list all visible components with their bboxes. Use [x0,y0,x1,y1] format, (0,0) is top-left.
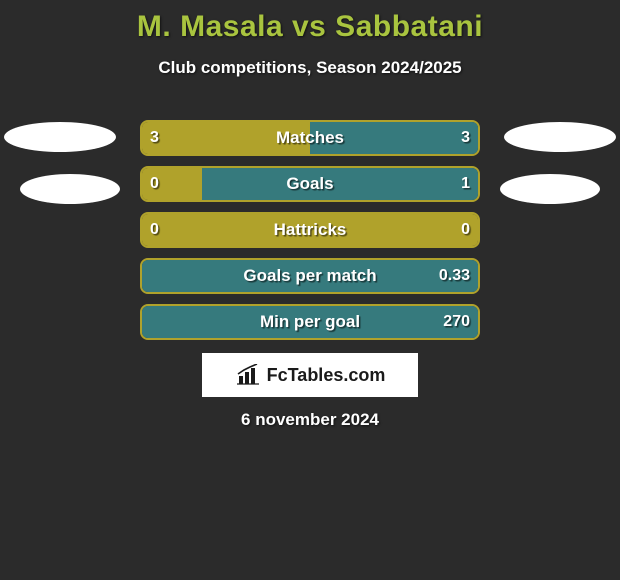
stat-value-right: 1 [461,168,470,200]
brand-chart-icon [235,364,263,386]
avatar-ellipse [4,122,116,152]
stat-bar-track: 0.33Goals per match [140,258,480,294]
stat-bar-track: 270Min per goal [140,304,480,340]
stat-row: 00Hattricks [0,210,620,256]
stat-value-left: 3 [150,122,159,154]
brand-inner: FcTables.com [235,364,386,386]
brand-box: FcTables.com [202,353,418,397]
stat-value-right: 270 [443,306,470,338]
stat-bar-right-fill [310,122,478,154]
comparison-infographic: M. Masala vs Sabbatani Club competitions… [0,0,620,580]
avatar-ellipse [504,122,616,152]
stat-row: 270Min per goal [0,302,620,348]
stat-value-right: 0.33 [439,260,470,292]
brand-text: FcTables.com [267,365,386,386]
stat-bar-left-fill [142,214,478,246]
stat-value-left: 0 [150,214,159,246]
stat-bar-track: 00Hattricks [140,212,480,248]
stat-value-left: 0 [150,168,159,200]
date-text: 6 november 2024 [0,410,620,430]
avatar-ellipse [500,174,600,204]
stat-value-right: 0 [461,214,470,246]
stat-bar-left-fill [142,122,310,154]
stat-bar-track: 33Matches [140,120,480,156]
stat-value-right: 3 [461,122,470,154]
stat-bar-track: 01Goals [140,166,480,202]
stat-row: 0.33Goals per match [0,256,620,302]
stat-bar-right-fill [142,306,478,338]
page-title: M. Masala vs Sabbatani [0,0,620,44]
stat-bar-right-fill [202,168,478,200]
page-subtitle: Club competitions, Season 2024/2025 [0,58,620,78]
stat-bar-right-fill [142,260,478,292]
avatar-ellipse [20,174,120,204]
